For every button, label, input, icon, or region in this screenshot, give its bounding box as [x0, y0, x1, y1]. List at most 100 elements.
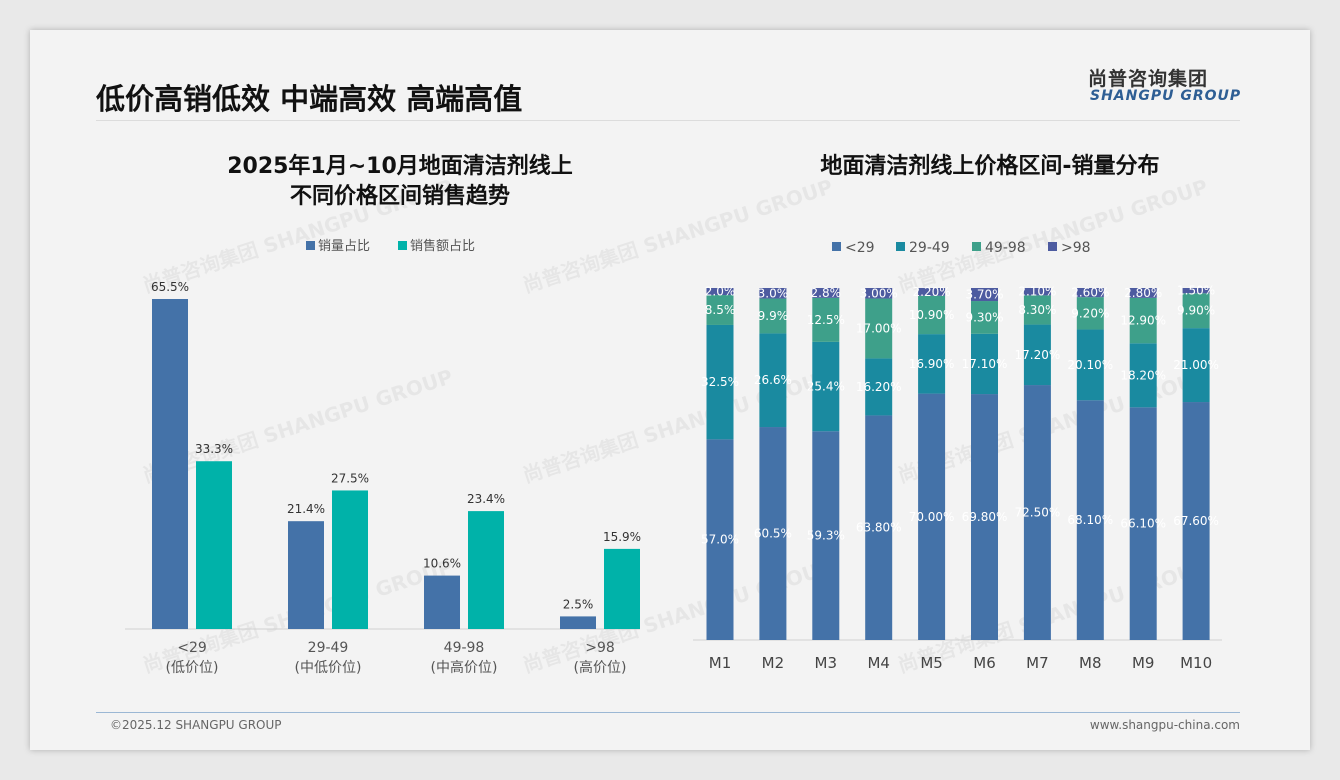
stacked-segment	[1129, 288, 1157, 298]
data-label: 2.80%	[1124, 286, 1162, 300]
x-tick-sublabel: (中低价位)	[295, 660, 362, 676]
stacked-segment	[1023, 324, 1051, 386]
legend-label: 29-49	[909, 240, 950, 256]
stacked-segment	[865, 298, 893, 359]
stacked-segment	[865, 415, 893, 640]
stacked-segment	[971, 301, 998, 334]
legend-label: <29	[845, 240, 875, 256]
data-label: 63.80%	[856, 521, 902, 535]
data-label: 9.9%	[758, 309, 789, 323]
legend-label: 销量占比	[318, 239, 370, 254]
bar	[196, 461, 232, 629]
stacked-segment	[706, 324, 734, 440]
bar	[152, 299, 188, 629]
x-tick-label: M10	[1180, 654, 1212, 672]
stacked-segment	[918, 295, 946, 335]
x-tick-sublabel: (低价位)	[166, 660, 219, 676]
data-label: 18.20%	[1120, 368, 1166, 382]
left-chart-title-line2: 不同价格区间销售趋势	[289, 184, 510, 209]
stacked-segment	[865, 358, 893, 416]
legend-label: 销售额占比	[410, 238, 475, 254]
legend-swatch	[896, 242, 905, 251]
data-label: 26.6%	[754, 373, 792, 387]
stacked-segment	[918, 393, 946, 640]
x-tick-label: M5	[920, 654, 943, 672]
data-label: 9.30%	[965, 310, 1003, 324]
data-label: 16.90%	[909, 357, 955, 371]
x-tick-label: M4	[867, 654, 890, 672]
x-tick-label: M1	[709, 654, 732, 672]
data-label: 2.5%	[563, 597, 594, 611]
stacked-segment	[1076, 329, 1104, 401]
data-label: 21.00%	[1173, 358, 1219, 372]
stacked-segment	[1023, 385, 1051, 640]
data-label: 2.60%	[1071, 286, 1109, 300]
data-label: 32.5%	[701, 375, 739, 389]
data-label: 16.20%	[856, 380, 902, 394]
legend-swatch	[398, 241, 407, 250]
footer-copyright: ©2025.12 SHANGPU GROUP	[110, 718, 282, 732]
stacked-segment	[865, 288, 893, 299]
stacked-segment	[706, 288, 734, 296]
logo-chinese: 尚普咨询集团	[1088, 68, 1209, 90]
data-label: 20.10%	[1067, 358, 1113, 372]
x-tick-label: M8	[1079, 654, 1102, 672]
legend-label: 49-98	[985, 240, 1026, 256]
stacked-segment	[1182, 293, 1210, 329]
bar	[468, 511, 504, 629]
stacked-segment	[1129, 407, 1157, 640]
data-label: 60.5%	[754, 527, 792, 541]
data-label: 23.4%	[467, 492, 505, 506]
stacked-segment	[812, 341, 840, 432]
logo-english: SHANGPU GROUP	[1090, 88, 1242, 104]
data-label: 10.6%	[423, 557, 461, 571]
x-tick-label: <29	[177, 640, 207, 656]
x-tick-label: M3	[815, 654, 838, 672]
x-tick-label: 29-49	[308, 640, 349, 656]
stacked-segment	[1076, 288, 1104, 298]
data-label: 8.30%	[1018, 303, 1056, 317]
legend-label: >98	[1061, 240, 1091, 256]
stacked-segment	[1182, 402, 1210, 640]
x-tick-label: >98	[585, 640, 615, 656]
stacked-segment	[812, 431, 840, 640]
data-label: 69.80%	[962, 510, 1008, 524]
x-tick-label: M2	[762, 654, 785, 672]
stacked-segment	[971, 333, 998, 395]
page-title: 低价高销低效 中端高效 高端高值	[96, 82, 523, 116]
data-label: 8.5%	[705, 303, 736, 317]
stacked-segment	[706, 439, 734, 640]
bar	[560, 616, 596, 629]
data-label: 3.00%	[860, 286, 898, 300]
stacked-segment	[1182, 288, 1210, 294]
x-tick-sublabel: (高价位)	[574, 659, 627, 676]
left-chart-title-line1: 2025年1月~10月地面清洁剂线上	[227, 154, 573, 179]
data-label: 68.10%	[1067, 513, 1113, 527]
data-label: 65.5%	[151, 280, 189, 294]
data-label: 3.70%	[965, 288, 1003, 302]
stacked-segment	[971, 288, 998, 302]
data-label: 1.50%	[1177, 284, 1215, 298]
data-label: 17.20%	[1015, 348, 1061, 362]
stacked-segment	[1076, 297, 1104, 330]
stacked-segment	[1076, 400, 1104, 640]
data-label: 15.9%	[603, 530, 641, 544]
legend-swatch	[972, 242, 981, 251]
data-label: 3.0%	[758, 286, 789, 300]
stacked-segment	[812, 288, 840, 298]
data-label: 57.0%	[701, 533, 739, 547]
stacked-segment	[1129, 297, 1157, 344]
stacked-segment	[918, 288, 946, 296]
stacked-segment	[812, 297, 840, 342]
legend-swatch	[832, 242, 841, 251]
x-tick-label: M7	[1026, 654, 1049, 672]
footer-divider	[96, 712, 1240, 713]
stacked-segment	[706, 295, 734, 325]
stacked-segment	[1129, 343, 1157, 408]
data-label: 17.00%	[856, 321, 902, 335]
data-label: 9.20%	[1071, 306, 1109, 320]
stacked-segment	[759, 427, 787, 640]
stacked-segment	[918, 334, 946, 394]
bar	[604, 548, 640, 629]
